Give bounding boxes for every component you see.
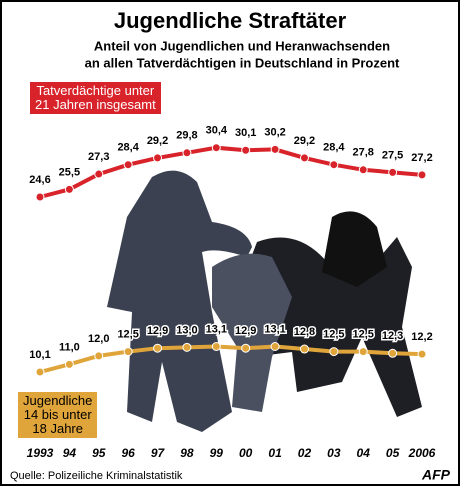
x-tick-label: 03 (327, 446, 341, 460)
data-label: 28,4 (117, 142, 139, 154)
data-label: 29,2 (147, 135, 168, 147)
point (329, 160, 339, 170)
point (64, 184, 74, 194)
data-label: 12,9 (147, 325, 168, 337)
point (182, 148, 192, 158)
point (211, 342, 221, 351)
data-label: 11,0 (59, 341, 80, 353)
data-label: 12,5 (323, 329, 344, 341)
point (417, 349, 427, 359)
data-label: 13,0 (176, 324, 197, 336)
source: Quelle: Polizeiliche Kriminalstatistik (10, 470, 183, 482)
data-label: 28,4 (323, 142, 345, 154)
logo: AFP (421, 467, 451, 483)
point (94, 351, 104, 361)
series-line (39, 145, 423, 199)
data-label: 10,1 (29, 349, 50, 361)
data-label: 29,2 (294, 135, 315, 147)
data-label: 12,3 (382, 330, 403, 342)
point (153, 153, 163, 163)
x-tick-label: 94 (63, 446, 77, 460)
point (153, 343, 163, 353)
point (123, 160, 133, 170)
point (94, 169, 104, 179)
point (64, 359, 74, 369)
data-label: 13,1 (206, 323, 227, 335)
x-tick-label: 95 (92, 446, 106, 460)
point (123, 347, 133, 357)
x-tick-label: 00 (239, 446, 253, 460)
data-label: 30,1 (235, 127, 256, 139)
point (182, 342, 192, 352)
x-tick-label: 1993 (27, 446, 54, 460)
legend-entry: Tatverdächtige unter 21 Jahren insgesamt (30, 82, 161, 114)
data-label: 12,2 (411, 331, 432, 343)
point (388, 167, 398, 177)
point (329, 347, 339, 357)
data-label: 12,9 (235, 325, 256, 337)
data-label: 29,8 (176, 130, 197, 142)
data-label: 12,8 (294, 326, 315, 338)
data-label: 27,5 (382, 149, 403, 161)
x-tick-label: 05 (386, 446, 400, 460)
point (299, 153, 309, 163)
point (270, 144, 280, 154)
data-label: 27,8 (353, 147, 374, 159)
x-tick-label: 98 (180, 446, 194, 460)
data-label: 12,5 (117, 329, 138, 341)
series-line (39, 344, 423, 374)
data-label: 13,1 (264, 323, 285, 335)
point (211, 143, 221, 153)
point (241, 343, 251, 353)
point (388, 348, 398, 358)
x-tick-label: 01 (268, 446, 282, 460)
x-tick-label: 99 (210, 446, 224, 460)
x-tick-label: 97 (151, 446, 166, 460)
x-tick-label: 04 (357, 446, 371, 460)
point (299, 344, 309, 354)
point (241, 145, 251, 155)
subtitle: Anteil von Jugendlichen und Heranwachsen… (94, 38, 390, 53)
data-label: 30,4 (206, 125, 228, 137)
legend-entry: Jugendliche 14 bis unter 18 Jahre (18, 392, 98, 438)
data-label: 27,2 (411, 152, 432, 164)
point (35, 192, 45, 202)
title: Jugendliche Straftäter (114, 8, 347, 33)
point (358, 165, 368, 175)
subtitle: an allen Tatverdächtigen in Deutschland … (85, 55, 400, 70)
data-label: 27,3 (88, 151, 109, 163)
photo (107, 170, 422, 433)
data-label: 30,2 (264, 126, 285, 138)
point (358, 347, 368, 357)
x-tick-label: 02 (298, 446, 312, 460)
data-label: 25,5 (59, 166, 80, 178)
point (35, 367, 45, 377)
point (417, 170, 427, 180)
x-tick-label: 2006 (408, 446, 436, 460)
x-tick-label: 96 (121, 446, 135, 460)
data-label: 24,6 (29, 174, 50, 186)
data-label: 12,5 (353, 329, 374, 341)
data-label: 12,0 (88, 333, 109, 345)
point (270, 342, 280, 351)
